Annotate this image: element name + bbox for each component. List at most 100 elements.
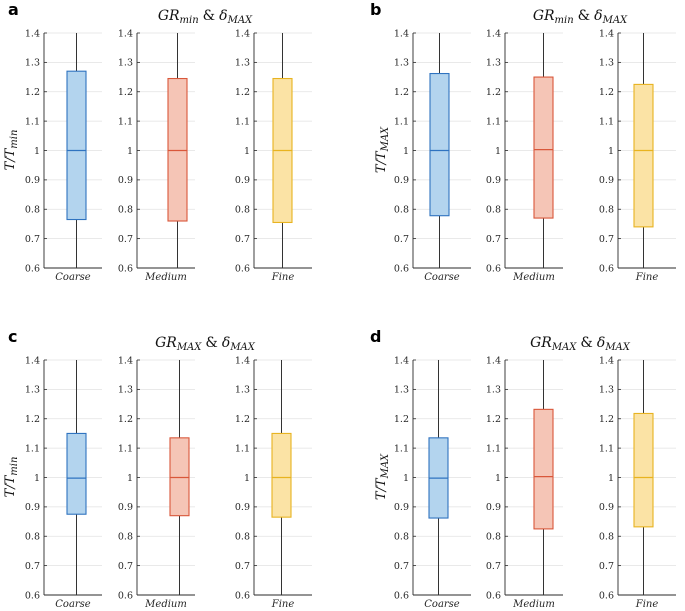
y-tick-label: 1.1 — [394, 443, 409, 454]
y-tick-label: 0.9 — [25, 502, 40, 513]
y-tick-label: 1.3 — [394, 385, 409, 396]
box-iqr — [429, 72, 450, 217]
subplot-fine: 0.6 0.7 0.8 0.9 1 1.1 1.2 1.3 1.4 Fine — [599, 28, 676, 283]
y-label-base: T/T — [3, 474, 18, 497]
y-label-base: T/T — [3, 147, 18, 170]
y-axis-label: T/TMAX — [374, 126, 391, 173]
y-tick-label: 1.1 — [486, 443, 501, 454]
y-tick-label: 1.2 — [486, 87, 501, 98]
y-tick-label: 0.6 — [486, 590, 501, 601]
y-tick-label: 1.2 — [599, 414, 614, 425]
y-tick-label: 1.4 — [25, 355, 40, 366]
y-label-subscript: min — [9, 130, 20, 149]
panel-label: b — [370, 0, 381, 19]
title-base: GR — [158, 8, 180, 24]
y-tick-label: 1.1 — [25, 443, 40, 454]
y-tick-label: 1 — [244, 473, 250, 484]
y-tick-label: 1.1 — [599, 443, 614, 454]
y-tick-label: 1.4 — [486, 355, 501, 366]
title-ampersand: & — [205, 335, 217, 351]
y-tick-label: 0.9 — [599, 175, 614, 186]
y-tick-label: 1.4 — [118, 355, 133, 366]
subplot-fine: 0.6 0.7 0.8 0.9 1 1.1 1.2 1.3 1.4 Fine — [235, 355, 312, 610]
x-category-label: Fine — [271, 599, 295, 610]
y-tick-label: 0.9 — [394, 175, 409, 186]
y-tick-label: 0.8 — [25, 205, 40, 216]
panel-title: GRMAX & δMAX — [530, 335, 631, 353]
y-tick-label: 1.2 — [235, 87, 250, 98]
subplot-fine: 0.6 0.7 0.8 0.9 1 1.1 1.2 1.3 1.4 Fine — [235, 28, 312, 283]
subplot-fine: 0.6 0.7 0.8 0.9 1 1.1 1.2 1.3 1.4 Fine — [599, 355, 676, 610]
y-tick-label: 0.7 — [118, 234, 133, 245]
y-tick-label: 1 — [403, 473, 409, 484]
y-tick-label: 1.3 — [118, 385, 133, 396]
title-subscript: min — [180, 15, 199, 26]
panel-title: GRMAX & δMAX — [155, 335, 256, 353]
subplot-coarse: 0.6 0.7 0.8 0.9 1 1.1 1.2 1.3 1.4 Coarse — [394, 355, 471, 610]
y-tick-label: 0.7 — [235, 234, 250, 245]
y-tick-label: 1.4 — [394, 355, 409, 366]
title-ampersand: & — [580, 335, 592, 351]
y-tick-label: 0.8 — [118, 532, 133, 543]
y-tick-label: 1.4 — [599, 28, 614, 39]
title-delta: δ — [594, 8, 602, 24]
y-tick-label: 1.3 — [486, 58, 501, 69]
y-tick-label: 1.1 — [25, 116, 40, 127]
y-tick-label: 0.6 — [235, 263, 250, 274]
y-tick-label: 0.6 — [599, 590, 614, 601]
title-base: GR — [533, 8, 555, 24]
x-category-label: Medium — [512, 599, 555, 610]
y-tick-label: 0.7 — [486, 561, 501, 572]
title-subscript: MAX — [604, 342, 630, 353]
y-tick-label: 1.2 — [394, 87, 409, 98]
subplot-coarse: 0.6 0.7 0.8 0.9 1 1.1 1.2 1.3 1.4 Coarse — [25, 28, 102, 283]
y-tick-label: 0.6 — [118, 590, 133, 601]
subplot-coarse: 0.6 0.7 0.8 0.9 1 1.1 1.2 1.3 1.4 Coarse — [25, 355, 102, 610]
y-tick-label: 1.3 — [235, 385, 250, 396]
y-tick-label: 0.9 — [486, 175, 501, 186]
box-iqr — [66, 70, 87, 221]
y-tick-label: 0.6 — [394, 263, 409, 274]
panel-label: a — [8, 0, 19, 19]
y-tick-label: 1 — [34, 146, 40, 157]
y-tick-label: 1 — [608, 146, 614, 157]
y-tick-label: 0.9 — [599, 502, 614, 513]
y-tick-label: 1 — [127, 146, 133, 157]
y-tick-label: 0.7 — [118, 561, 133, 572]
y-tick-label: 1.2 — [235, 414, 250, 425]
box-iqr — [533, 408, 554, 530]
x-category-label: Coarse — [424, 599, 460, 610]
y-tick-label: 1 — [495, 473, 501, 484]
x-category-label: Medium — [512, 272, 555, 283]
y-tick-label: 1.3 — [25, 58, 40, 69]
y-label-base: T/T — [374, 477, 389, 500]
y-tick-label: 0.7 — [394, 561, 409, 572]
title-subscript: MAX — [176, 342, 202, 353]
panel-b: b GRmin & δMAXT/TMAX0.60.70.80.911.11.21.31… — [370, 0, 676, 283]
y-tick-label: 0.9 — [486, 502, 501, 513]
y-tick-label: 0.9 — [235, 502, 250, 513]
y-tick-label: 1.1 — [118, 443, 133, 454]
y-tick-label: 0.8 — [486, 205, 501, 216]
y-tick-label: 0.8 — [394, 532, 409, 543]
y-label-subscript: min — [9, 457, 20, 476]
title-delta: δ — [597, 335, 605, 351]
y-tick-label: 1 — [244, 146, 250, 157]
y-tick-label: 0.9 — [25, 175, 40, 186]
panel-title: GRmin & δMAX — [158, 8, 253, 26]
y-tick-label: 1 — [403, 146, 409, 157]
y-tick-label: 0.6 — [25, 263, 40, 274]
box-iqr — [169, 437, 190, 517]
box-iqr — [271, 432, 292, 518]
y-label-base: T/T — [374, 150, 389, 173]
y-tick-label: 0.7 — [25, 234, 40, 245]
title-subscript: MAX — [551, 342, 577, 353]
subplot-medium: 0.6 0.7 0.8 0.9 1 1.1 1.2 1.3 1.4 Medium — [486, 355, 563, 610]
title-base: GR — [530, 335, 552, 351]
title-delta: δ — [219, 8, 227, 24]
panel-label: d — [370, 327, 381, 346]
y-tick-label: 1.4 — [25, 28, 40, 39]
x-category-label: Coarse — [55, 272, 91, 283]
y-tick-label: 1 — [495, 146, 501, 157]
y-tick-label: 1.3 — [394, 58, 409, 69]
